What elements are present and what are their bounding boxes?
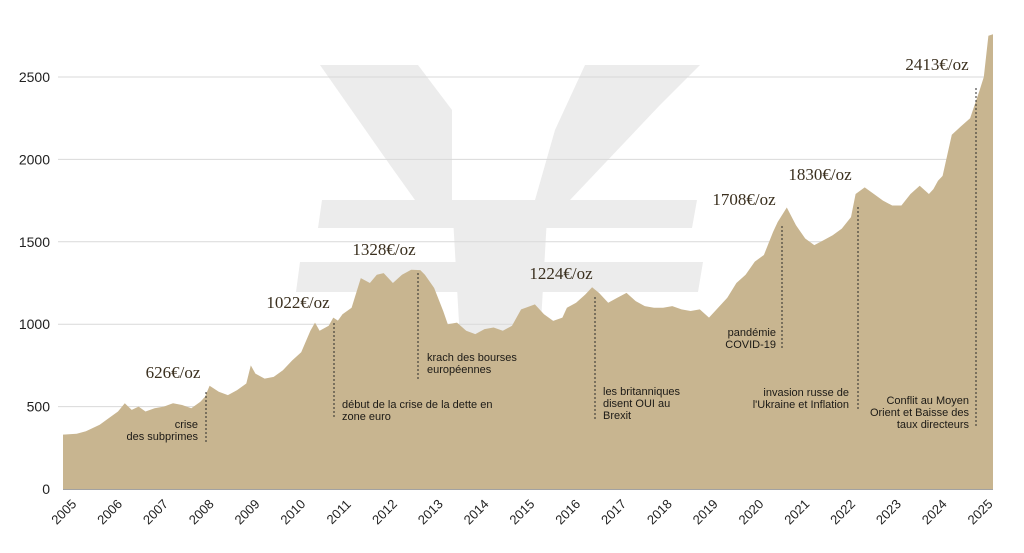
x-tick-label: 2024 bbox=[919, 496, 950, 527]
price-annotation: 1830€/oz bbox=[788, 165, 852, 184]
watermark-right-stroke bbox=[535, 65, 700, 200]
y-tick-label: 0 bbox=[42, 481, 50, 497]
x-tick-label: 2008 bbox=[186, 496, 217, 527]
y-tick-label: 1000 bbox=[19, 316, 50, 332]
x-tick-label: 2021 bbox=[781, 496, 812, 527]
event-annotation: taux directeurs bbox=[897, 419, 970, 431]
price-annotation: 1224€/oz bbox=[529, 264, 593, 283]
event-annotation: début de la crise de la dette en bbox=[342, 399, 492, 411]
x-tick-label: 2005 bbox=[48, 496, 79, 527]
event-annotation: invasion russe de bbox=[763, 387, 849, 399]
x-tick-label: 2009 bbox=[232, 496, 263, 527]
x-tick-label: 2010 bbox=[277, 496, 308, 527]
price-annotation: 1328€/oz bbox=[352, 240, 416, 259]
event-annotation: krach des bourses bbox=[427, 352, 517, 364]
event-annotation: des subprimes bbox=[126, 431, 198, 443]
event-annotation: les britanniques bbox=[603, 386, 681, 398]
event-annotation: Brexit bbox=[603, 410, 631, 422]
x-tick-label: 2016 bbox=[552, 496, 583, 527]
event-annotation: Orient et Baisse des bbox=[870, 407, 970, 419]
x-tick-label: 2011 bbox=[324, 497, 354, 527]
y-tick-label: 2000 bbox=[19, 151, 50, 167]
y-axis-ticks: 0 500 1000 1500 2000 2500 bbox=[19, 69, 50, 497]
x-axis-ticks: 2005 2006 2007 2008 2009 2010 2011 2012 2013 2014… bbox=[48, 496, 995, 527]
x-tick-label: 2017 bbox=[598, 496, 629, 527]
event-annotation: pandémie bbox=[728, 327, 776, 339]
y-tick-label: 2500 bbox=[19, 69, 50, 85]
y-tick-label: 1500 bbox=[19, 234, 50, 250]
event-annotation: crise bbox=[175, 419, 198, 431]
price-annotation: 2413€/oz bbox=[905, 55, 969, 74]
event-annotation: zone euro bbox=[342, 411, 391, 423]
price-area bbox=[63, 34, 993, 489]
event-annotation: COVID-19 bbox=[725, 339, 776, 351]
price-annotation: 626€/oz bbox=[146, 363, 201, 382]
x-tick-label: 2015 bbox=[506, 496, 537, 527]
x-tick-label: 2007 bbox=[140, 496, 171, 527]
price-annotation: 1708€/oz bbox=[712, 190, 776, 209]
x-tick-label: 2018 bbox=[644, 496, 675, 527]
event-annotation: européennes bbox=[427, 364, 492, 376]
event-annotation: disent OUI au bbox=[603, 398, 670, 410]
event-annotation: l'Ukraine et Inflation bbox=[753, 399, 849, 411]
x-tick-label: 2012 bbox=[369, 496, 400, 527]
event-annotation: Conflit au Moyen bbox=[886, 395, 969, 407]
x-tick-label: 2022 bbox=[827, 496, 858, 527]
x-tick-label: 2006 bbox=[94, 496, 125, 527]
x-tick-label: 2014 bbox=[461, 496, 492, 527]
price-annotation: 1022€/oz bbox=[266, 293, 330, 312]
x-tick-label: 2020 bbox=[735, 496, 766, 527]
y-tick-label: 500 bbox=[27, 399, 51, 415]
watermark-stem bbox=[452, 200, 548, 340]
x-tick-label: 2013 bbox=[415, 496, 446, 527]
x-tick-label: 2019 bbox=[690, 496, 721, 527]
x-tick-label: 2025 bbox=[965, 496, 996, 527]
annotations: 626€/oz 1022€/oz 1328€/oz 1224€/oz 1708€/oz 1… bbox=[126, 55, 977, 443]
watermark-left-stroke bbox=[320, 65, 452, 200]
x-tick-label: 2023 bbox=[873, 496, 904, 527]
